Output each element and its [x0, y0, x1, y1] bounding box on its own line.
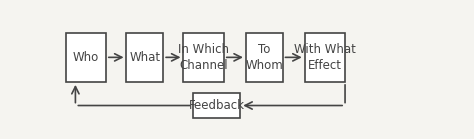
Text: With What
Effect: With What Effect	[294, 43, 356, 72]
Text: In Which
Channel: In Which Channel	[178, 43, 229, 72]
Text: Who: Who	[73, 51, 99, 64]
FancyBboxPatch shape	[246, 33, 283, 82]
Text: To
Whom: To Whom	[246, 43, 283, 72]
Text: Feedback: Feedback	[189, 99, 245, 112]
Text: What: What	[129, 51, 160, 64]
FancyBboxPatch shape	[127, 33, 163, 82]
FancyBboxPatch shape	[183, 33, 224, 82]
FancyBboxPatch shape	[66, 33, 106, 82]
FancyBboxPatch shape	[305, 33, 345, 82]
FancyBboxPatch shape	[192, 93, 240, 118]
